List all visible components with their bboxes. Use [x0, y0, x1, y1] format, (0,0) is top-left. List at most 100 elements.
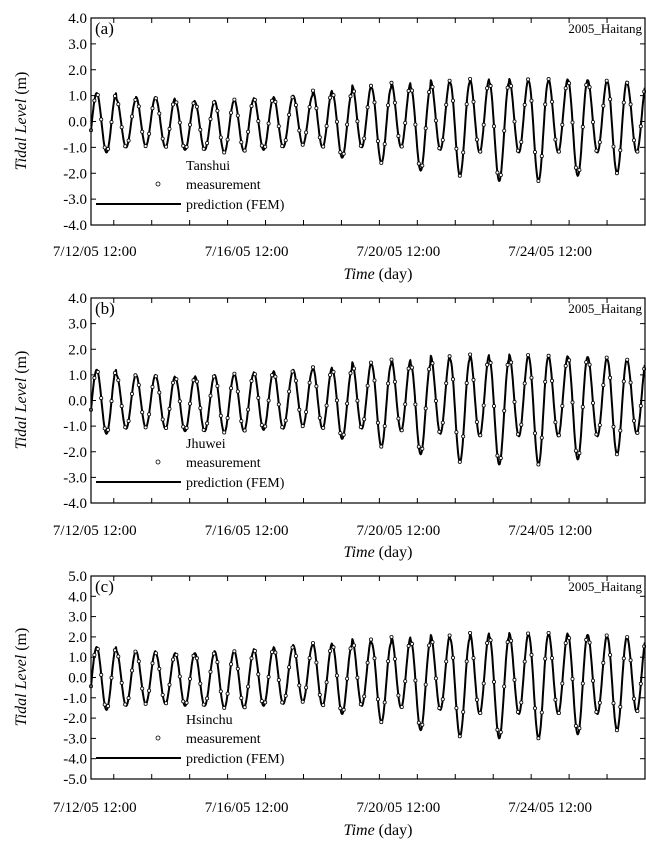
measurement-point: [232, 371, 237, 376]
measurement-point: [409, 641, 414, 646]
measurement-point: [543, 656, 548, 661]
measurement-point: [95, 647, 100, 652]
x-axis-label-unit: (day): [375, 822, 413, 839]
measurement-point: [584, 637, 589, 642]
measurement-point: [396, 133, 401, 138]
measurement-point: [184, 425, 189, 430]
x-axis-label-unit: (day): [375, 544, 413, 561]
measurement-point: [567, 81, 572, 86]
measurement-point: [618, 704, 623, 709]
measurement-point: [488, 638, 493, 643]
measurement-point: [249, 378, 254, 383]
y-axis-label-name: Tidal Level: [13, 98, 30, 170]
x-axis-label: Time (day): [344, 266, 413, 283]
measurement-point: [338, 150, 343, 155]
measurement-point: [263, 700, 268, 705]
measurement-point: [604, 633, 609, 638]
measurement-point: [550, 99, 555, 104]
measurement-point: [331, 645, 336, 650]
measurement-point: [287, 389, 292, 394]
measurement-point: [160, 417, 165, 422]
measurement-point: [95, 369, 100, 374]
measurement-point: [392, 657, 397, 662]
measurement-point: [464, 659, 469, 664]
measurement-point: [416, 161, 421, 166]
measurement-point: [283, 138, 288, 143]
measurement-point: [112, 648, 117, 653]
measurement-point: [563, 641, 568, 646]
storm-label: 2005_Haitang: [568, 301, 642, 316]
measurement-point: [249, 656, 254, 661]
measurement-point: [256, 119, 261, 124]
measurement-point: [573, 723, 578, 728]
measurement-point: [317, 135, 322, 140]
y-axis-label-unit: (m): [13, 351, 30, 378]
measurement-point: [430, 361, 435, 366]
measurement-point: [147, 688, 152, 693]
prediction-line: [91, 78, 645, 182]
measurement-point: [246, 684, 251, 689]
measurement-point: [92, 375, 97, 380]
y-tick-label: 3.0: [68, 37, 87, 53]
measurement-point: [526, 631, 531, 636]
measurement-point: [287, 112, 292, 117]
measurement-point: [614, 452, 619, 457]
measurement-point: [153, 374, 158, 379]
measurement-point: [297, 128, 302, 133]
measurement-point: [464, 381, 469, 386]
measurement-point: [355, 398, 360, 403]
measurement-point: [276, 402, 281, 407]
y-tick-label: 0.0: [68, 671, 87, 687]
measurement-point: [468, 352, 473, 357]
panel-b: 4.0 3.0 2.0 1.0 0.0 -1.0 -2.0 -3.0 -4.0 7/12/05 1…: [13, 291, 646, 561]
measurement-point: [215, 108, 220, 113]
measurement-point: [147, 131, 152, 136]
measurement-point: [368, 360, 373, 365]
measurement-point: [273, 650, 278, 655]
measurement-point: [126, 696, 131, 701]
legend-station: Hsinchu: [186, 713, 233, 728]
measurement-point: [273, 99, 278, 104]
measurement-point: [218, 135, 223, 140]
measurement-point: [608, 97, 613, 102]
measurement-point: [379, 160, 384, 165]
legend-measurement-marker: [155, 181, 161, 187]
x-tick-label: 7/16/05 12:00: [205, 800, 289, 816]
measurement-point: [334, 119, 339, 124]
measurement-point: [491, 404, 496, 409]
measurement-point: [191, 653, 196, 658]
y-tick-label: -3.0: [63, 731, 87, 747]
y-axis-label-name: Tidal Level: [13, 654, 30, 726]
measurement-point: [471, 656, 476, 661]
legend-station: Tanshui: [186, 159, 230, 174]
x-axis-label-name: Time: [344, 266, 375, 283]
measurement-point: [450, 655, 455, 660]
storm-label: 2005_Haitang: [568, 579, 642, 594]
measurement-point: [157, 666, 162, 671]
measurement-point: [604, 355, 609, 360]
x-tick-label: 7/24/05 12:00: [508, 244, 592, 260]
measurement-point: [328, 95, 333, 100]
y-tick-label: -4.0: [63, 218, 87, 234]
measurement-point: [133, 649, 138, 654]
measurement-point: [317, 415, 322, 420]
measurement-point: [556, 149, 561, 154]
measurement-point: [252, 372, 257, 377]
measurement-point: [567, 358, 572, 363]
measurement-point: [372, 378, 377, 383]
measurement-point: [478, 711, 483, 716]
measurement-point: [433, 118, 438, 123]
measurement-point: [573, 448, 578, 453]
measurement-point: [167, 126, 172, 131]
x-tick-label: 7/20/05 12:00: [356, 244, 440, 260]
measurement-point: [491, 679, 496, 684]
measurement-point: [553, 420, 558, 425]
measurement-point: [116, 378, 121, 383]
measurement-point: [546, 353, 551, 358]
measurement-point: [205, 141, 210, 146]
measurement-point: [416, 720, 421, 725]
measurement-point: [235, 113, 240, 118]
measurement-point: [399, 705, 404, 710]
measurement-point: [290, 369, 295, 374]
